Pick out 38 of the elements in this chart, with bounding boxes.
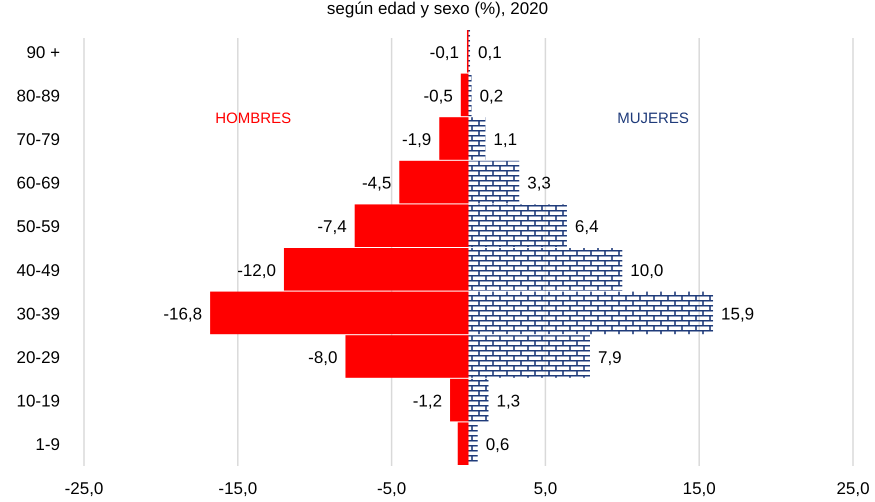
- data-label: 3,3: [527, 174, 551, 193]
- data-label: -7,4: [317, 217, 347, 236]
- data-label: 1,1: [493, 130, 518, 149]
- x-tick-label: -5,0: [376, 479, 406, 498]
- data-label: 15,9: [721, 304, 754, 324]
- y-tick-label: 80-89: [16, 86, 60, 106]
- data-label: -0,1: [430, 42, 459, 62]
- data-label: -1,2: [412, 392, 442, 411]
- y-tick-label: 40-49: [16, 260, 60, 280]
- data-label: -0,5: [424, 86, 453, 106]
- y-tick-label: 20-29: [16, 348, 60, 367]
- x-tick-label: 5,0: [534, 479, 558, 498]
- y-tick-label: 60-69: [16, 174, 60, 193]
- data-label: 0,6: [486, 435, 510, 454]
- data-label: 10,0: [630, 260, 664, 280]
- y-tick-label: 10-19: [16, 392, 60, 411]
- x-tick-label: -15,0: [218, 479, 258, 498]
- x-tick-label: 25,0: [836, 479, 870, 498]
- data-label: -4,5: [362, 174, 392, 193]
- chart-title: según edad y sexo (%), 2020: [326, 0, 548, 18]
- y-tick-label: 30-39: [16, 304, 60, 324]
- y-tick-label: 70-79: [16, 130, 60, 149]
- y-tick-label: 50-59: [16, 217, 60, 236]
- data-label: 0,1: [478, 42, 502, 62]
- text: MUJERES: [617, 110, 689, 128]
- y-tick-label: 90 +: [26, 42, 60, 62]
- data-label: 7,9: [598, 348, 622, 367]
- x-tick-label: -25,0: [64, 479, 104, 498]
- x-tick-label: 15,0: [682, 479, 716, 498]
- data-label: -8,0: [308, 348, 338, 367]
- y-tick-label: 1-9: [35, 435, 60, 454]
- data-label: -16,8: [163, 304, 202, 324]
- data-label: 1,3: [496, 392, 520, 411]
- data-label: 0,2: [480, 86, 504, 106]
- data-label: 6,4: [574, 217, 599, 236]
- data-label: -12,0: [237, 260, 276, 280]
- data-label: -1,9: [402, 130, 432, 149]
- text: HOMBRES: [215, 110, 292, 128]
